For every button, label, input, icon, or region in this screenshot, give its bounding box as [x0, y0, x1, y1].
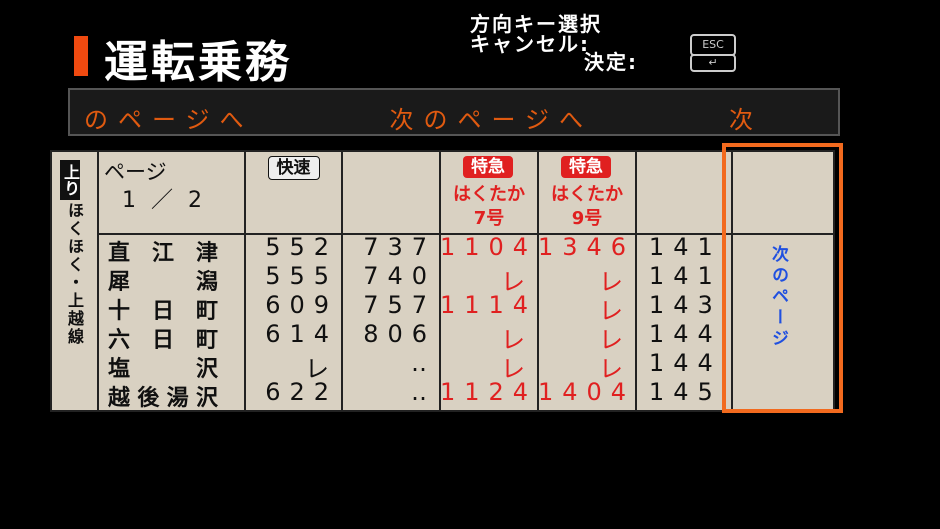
station-name: 直江津: [108, 241, 218, 266]
station-name: 越後湯沢: [108, 386, 218, 411]
departure-time: 552: [265, 233, 338, 261]
train-name: はくたか: [551, 184, 623, 205]
station-name: 犀潟: [108, 270, 218, 295]
time-cell: レ: [538, 349, 636, 378]
time-cell: 1435: [636, 291, 722, 320]
departure-time: 1114: [440, 291, 538, 319]
grid-line: [244, 152, 246, 410]
departure-time: レ: [501, 355, 534, 378]
departure-time: 1445: [648, 349, 722, 377]
departure-time: 740: [363, 262, 436, 290]
time-cell: ‥: [342, 378, 440, 407]
time-cell: ‥: [342, 349, 440, 378]
departure-time: 1346: [538, 233, 636, 261]
time-cell: 1419: [636, 262, 722, 291]
direction-badge: 上り: [60, 160, 80, 200]
time-cell: 609: [245, 291, 342, 320]
time-cell: レ: [538, 262, 636, 291]
time-cell: レ: [440, 262, 538, 291]
time-cell: 1114: [440, 291, 538, 320]
line-name: ほくほく・上越線: [65, 202, 84, 346]
esc-key-icon: ESC: [690, 34, 736, 56]
departure-time: レ: [599, 326, 632, 349]
train-name: 7号: [473, 208, 505, 229]
grid-line: [635, 152, 637, 410]
departure-time: 757: [363, 291, 436, 319]
grid-line: [439, 152, 441, 410]
time-cell: 622: [245, 378, 342, 407]
page-label: ページ: [104, 160, 167, 184]
station-name: 塩沢: [108, 357, 218, 382]
enter-key-icon: ↵: [690, 54, 736, 72]
departure-time: レ: [305, 355, 338, 378]
time-cell: 1452: [636, 378, 722, 407]
departure-time: 1435: [648, 291, 722, 319]
time-cell: 757: [342, 291, 440, 320]
selection-cursor[interactable]: [722, 143, 843, 413]
train-type-badge: 特急: [463, 156, 513, 178]
time-cell: 1404: [538, 378, 636, 407]
train-name: 9号: [571, 208, 603, 229]
time-cell: レ: [440, 320, 538, 349]
departure-time: ‥: [410, 349, 436, 377]
departure-time: 806: [363, 320, 436, 348]
departure-time: レ: [501, 326, 534, 349]
departure-time: 737: [363, 233, 436, 261]
departure-time: ‥: [410, 378, 436, 406]
time-cell: 614: [245, 320, 342, 349]
title-accent: [74, 36, 88, 76]
departure-time: レ: [501, 268, 534, 291]
grid-line: [731, 152, 733, 410]
time-cell: 552: [245, 233, 342, 262]
next-page-link: 次のページ: [768, 245, 788, 350]
time-cell: 1104: [440, 233, 538, 262]
departure-time: 609: [265, 291, 338, 319]
grid-line: [98, 233, 833, 235]
departure-time: 1443: [648, 320, 722, 348]
departure-time: 614: [265, 320, 338, 348]
train-type-badge: 快速: [267, 156, 320, 180]
grid-line: [97, 152, 99, 410]
time-cell: 1443: [636, 320, 722, 349]
time-cell: 555: [245, 262, 342, 291]
time-cell: レ: [245, 349, 342, 378]
departure-time: レ: [599, 355, 632, 378]
time-cell: 740: [342, 262, 440, 291]
time-cell: レ: [538, 320, 636, 349]
time-cell: レ: [538, 291, 636, 320]
station-name: 六日町: [108, 328, 218, 353]
train-name: はくたか: [453, 184, 525, 205]
departure-time: レ: [599, 268, 632, 291]
departure-time: 555: [265, 262, 338, 290]
timetable: 上りほくほく・上越線 ページ 1 ／ 2 快速 特急はくたか 7号 特急はくたか 9号直江津犀…: [50, 150, 835, 412]
departure-time: 622: [265, 378, 338, 406]
page-number: 1 ／ 2: [122, 188, 206, 213]
time-cell: レ: [440, 349, 538, 378]
control-hint: 決定:: [584, 50, 638, 74]
control-hint: 方向キー選択: [470, 12, 602, 36]
departure-time: 1404: [538, 378, 636, 406]
time-cell: 737: [342, 233, 440, 262]
grid-line: [341, 152, 343, 410]
departure-time: 1419: [648, 262, 722, 290]
time-cell: 806: [342, 320, 440, 349]
departure-time: 1124: [440, 378, 538, 406]
marquee-box: のページへ 次のページへ 次: [68, 88, 840, 136]
departure-time: レ: [599, 297, 632, 320]
marquee-text: のページへ 次のページへ 次: [84, 106, 764, 134]
screen-title: 運転乗務: [104, 37, 292, 88]
time-cell: 1124: [440, 378, 538, 407]
departure-time: 1452: [648, 378, 722, 406]
time-cell: 1346: [538, 233, 636, 262]
control-hint: キャンセル:: [470, 32, 590, 56]
departure-time: 1104: [440, 233, 538, 261]
grid-line: [537, 152, 539, 410]
time-cell: 1445: [636, 349, 722, 378]
train-type-badge: 特急: [561, 156, 611, 178]
station-name: 十日町: [108, 299, 218, 324]
